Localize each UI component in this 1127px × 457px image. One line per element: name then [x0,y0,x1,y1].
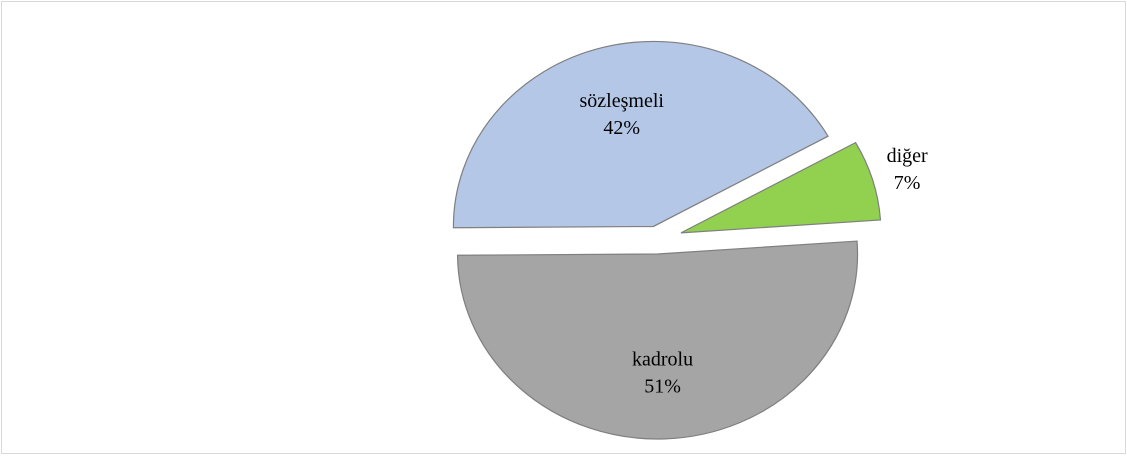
slice-value-label: 7% [894,172,921,194]
slice-value-label: 42% [603,117,640,139]
slice-value-label: 51% [644,376,681,398]
slice-label: sözleşmeli [580,90,665,112]
pie-slice [680,141,882,234]
pie [452,40,882,440]
slice-label: diğer [887,145,928,167]
slice-label: kadrolu [632,349,693,371]
pie-slice [456,240,859,440]
pie-slice [452,40,829,229]
